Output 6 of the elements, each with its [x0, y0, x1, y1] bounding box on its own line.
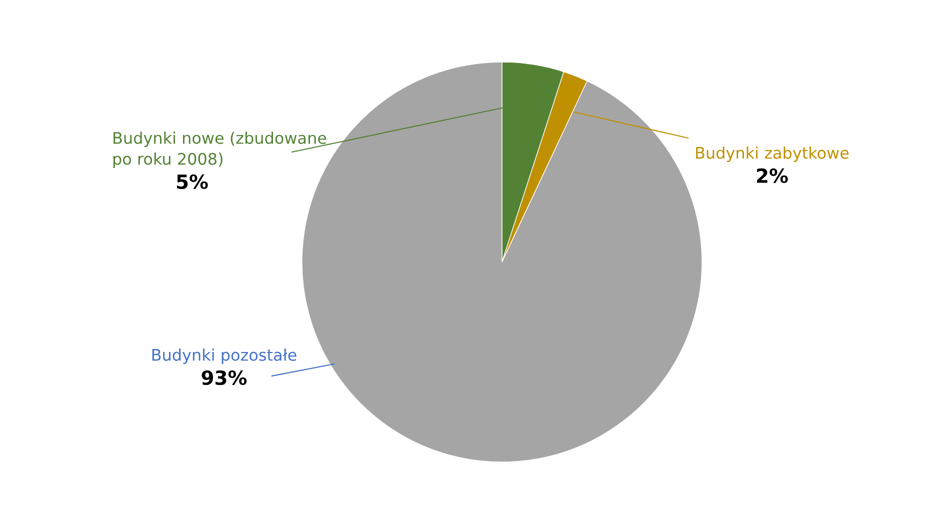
slice-label: Budynki pozostałe [152, 348, 296, 364]
slice-label: Budynki zabytkowe [696, 146, 849, 162]
data-label: 93% [202, 370, 247, 386]
slice-label: Budynki nowe (zbudowane po roku 2008) [113, 132, 326, 168]
data-label: 5% [176, 174, 208, 190]
data-label: 2% [757, 168, 788, 184]
